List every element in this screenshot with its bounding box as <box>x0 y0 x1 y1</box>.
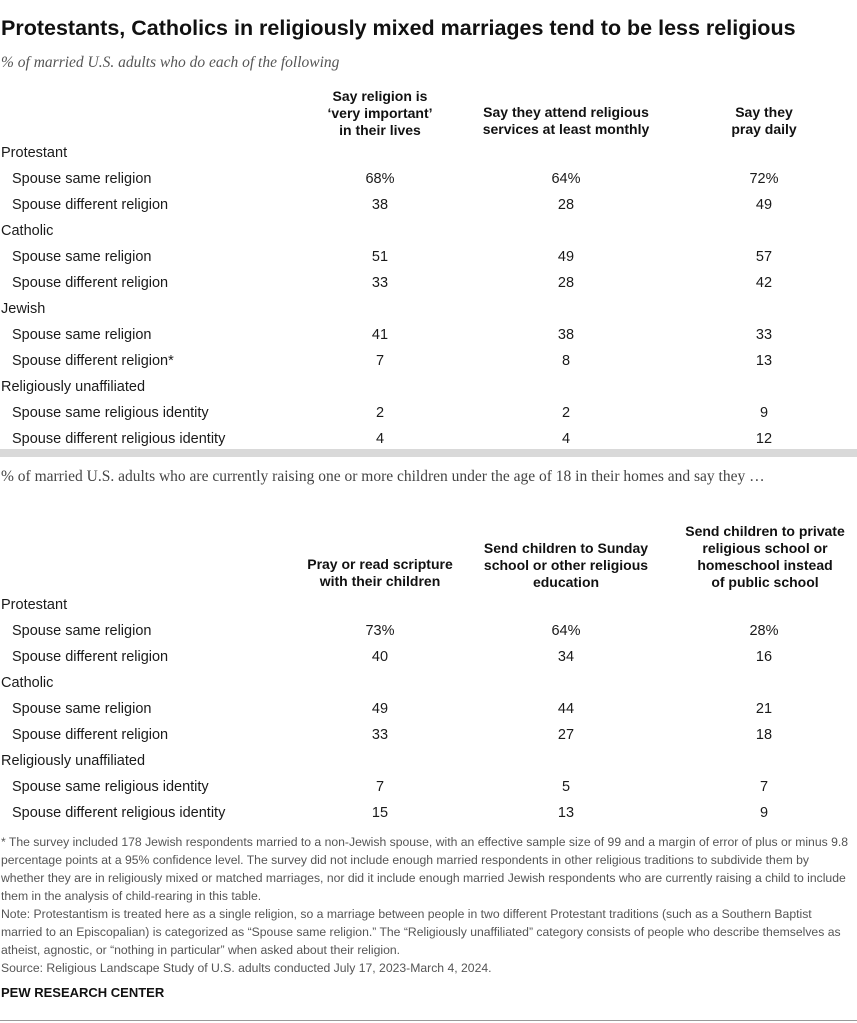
row-label: Spouse same religion <box>12 701 152 717</box>
group-row: Jewish <box>0 296 857 322</box>
cell-value: 4 <box>561 431 571 447</box>
table2-header-sunday-school: Send children to Sunday school or other … <box>483 540 649 590</box>
row-label: Spouse different religious identity <box>12 805 226 821</box>
cell-value: 33 <box>371 275 389 291</box>
table-row: Spouse same religious identity 2 2 9 <box>0 400 857 426</box>
cell-value: 2 <box>561 405 571 421</box>
cell-value: 38 <box>557 327 575 343</box>
cell-value: 51 <box>371 249 389 265</box>
row-label: Spouse same religious identity <box>12 779 209 795</box>
row-label: Spouse different religion <box>12 649 169 665</box>
cell-value: 49 <box>557 249 575 265</box>
group-label: Religiously unaffiliated <box>1 753 146 769</box>
cell-value: 28 <box>557 197 575 213</box>
cell-value: 49 <box>755 197 773 213</box>
group-label: Religiously unaffiliated <box>1 379 146 395</box>
cell-value: 2 <box>375 405 385 421</box>
group-row: Religiously unaffiliated <box>0 374 857 400</box>
cell-value: 40 <box>371 649 389 665</box>
cell-value: 33 <box>371 727 389 743</box>
cell-value: 49 <box>371 701 389 717</box>
cell-value: 7 <box>375 779 385 795</box>
cell-value: 57 <box>755 249 773 265</box>
table-row: Spouse different religion 33 28 42 <box>0 270 857 296</box>
row-label: Spouse same religion <box>12 171 152 187</box>
bottom-rule <box>0 1020 857 1021</box>
cell-value: 13 <box>755 353 773 369</box>
cell-value: 16 <box>755 649 773 665</box>
page-subtitle: % of married U.S. adults who do each of … <box>1 54 340 71</box>
group-label: Catholic <box>1 223 54 239</box>
cell-value: 7 <box>375 353 385 369</box>
cell-value: 8 <box>561 353 571 369</box>
section-divider <box>0 449 857 457</box>
table-row: Spouse same religious identity 7 5 7 <box>0 774 857 800</box>
group-label: Catholic <box>1 675 54 691</box>
cell-value: 9 <box>759 805 769 821</box>
cell-value: 68% <box>365 171 395 187</box>
cell-value: 33 <box>755 327 773 343</box>
table2-intro: % of married U.S. adults who are current… <box>1 468 765 485</box>
group-row: Catholic <box>0 670 857 696</box>
table-row: Spouse same religion 49 44 21 <box>0 696 857 722</box>
group-label: Protestant <box>1 145 68 161</box>
footnote-source: Source: Religious Landscape Study of U.S… <box>1 961 492 975</box>
cell-value: 42 <box>755 275 773 291</box>
cell-value: 34 <box>557 649 575 665</box>
table-row: Spouse different religion 38 28 49 <box>0 192 857 218</box>
table-row: Spouse different religion* 7 8 13 <box>0 348 857 374</box>
cell-value: 7 <box>759 779 769 795</box>
cell-value: 72% <box>749 171 779 187</box>
cell-value: 18 <box>755 727 773 743</box>
row-label: Spouse same religion <box>12 623 152 639</box>
row-label: Spouse same religion <box>12 327 152 343</box>
group-row: Protestant <box>0 592 857 618</box>
cell-value: 13 <box>557 805 575 821</box>
cell-value: 28 <box>557 275 575 291</box>
table-row: Spouse same religion 68% 64% 72% <box>0 166 857 192</box>
row-label: Spouse same religious identity <box>12 405 209 421</box>
cell-value: 73% <box>365 623 395 639</box>
cell-value: 27 <box>557 727 575 743</box>
cell-value: 64% <box>551 623 581 639</box>
row-label: Spouse different religious identity <box>12 431 226 447</box>
cell-value: 28% <box>749 623 779 639</box>
cell-value: 15 <box>371 805 389 821</box>
group-row: Religiously unaffiliated <box>0 748 857 774</box>
table2-header-pray: Pray or read scripture with their childr… <box>307 556 453 589</box>
row-label: Spouse different religion <box>12 275 169 291</box>
table-row: Spouse different religion 40 34 16 <box>0 644 857 670</box>
brand-logo-text: PEW RESEARCH CENTER <box>1 985 165 1000</box>
cell-value: 9 <box>759 405 769 421</box>
cell-value: 38 <box>371 197 389 213</box>
table2-header-private-school: Send children to private religious schoo… <box>685 523 845 590</box>
cell-value: 64% <box>551 171 581 187</box>
cell-value: 12 <box>755 431 773 447</box>
table-row: Spouse different religion 33 27 18 <box>0 722 857 748</box>
group-label: Protestant <box>1 597 68 613</box>
table1-header-importance: Say religion is ‘very important’ in thei… <box>327 88 433 138</box>
footnote-asterisk: * The survey included 178 Jewish respond… <box>1 835 849 903</box>
table-row: Spouse different religious identity 15 13 9 <box>0 800 857 826</box>
row-label: Spouse different religion <box>12 197 169 213</box>
row-label: Spouse different religion* <box>12 353 174 369</box>
footnote-note: Note: Protestantism is treated here as a… <box>1 907 841 957</box>
group-row: Catholic <box>0 218 857 244</box>
row-label: Spouse different religion <box>12 727 169 743</box>
table-row: Spouse different religious identity 4 4 12 <box>0 426 857 452</box>
cell-value: 21 <box>755 701 773 717</box>
cell-value: 5 <box>561 779 571 795</box>
cell-value: 44 <box>557 701 575 717</box>
row-label: Spouse same religion <box>12 249 152 265</box>
cell-value: 41 <box>371 327 389 343</box>
table1-header-attendance: Say they attend religious services at le… <box>482 104 650 137</box>
table-row: Spouse same religion 41 38 33 <box>0 322 857 348</box>
page-title: Protestants, Catholics in religiously mi… <box>1 16 796 40</box>
group-row: Protestant <box>0 140 857 166</box>
table-row: Spouse same religion 51 49 57 <box>0 244 857 270</box>
group-label: Jewish <box>1 301 46 317</box>
table1-header-prayer: Say they pray daily <box>731 104 797 137</box>
cell-value: 4 <box>375 431 385 447</box>
table-row: Spouse same religion 73% 64% 28% <box>0 618 857 644</box>
